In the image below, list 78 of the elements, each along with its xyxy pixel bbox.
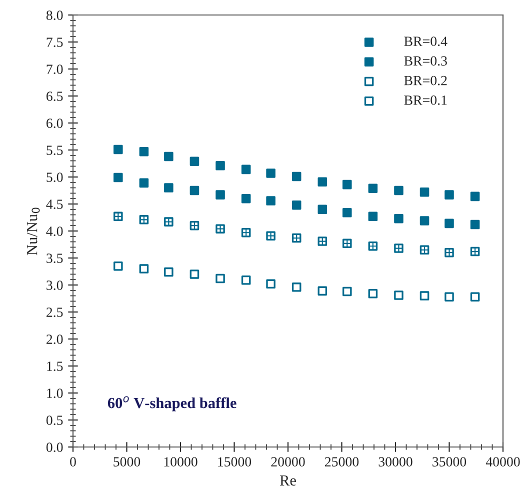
point [139, 178, 149, 188]
y-tick-label: 0.0 [46, 442, 63, 452]
y-tick-label: 6.0 [46, 118, 63, 128]
annotation: 60$^{o}$ V-shaped baffle [108, 396, 236, 412]
point [266, 196, 276, 206]
point [342, 286, 352, 296]
point [420, 187, 430, 197]
point [241, 276, 251, 285]
point [470, 220, 480, 230]
point [470, 292, 480, 302]
y-tick-label: 8.0 [46, 10, 63, 20]
y-tick-label: 4.0 [46, 226, 63, 236]
point [444, 190, 454, 200]
y-tick-label: 1.5 [47, 362, 63, 372]
point [394, 214, 404, 224]
y-tick-label: 1.0 [47, 388, 63, 398]
point [318, 204, 328, 214]
point [266, 168, 276, 178]
y-tick-label: 2.5 [46, 308, 63, 318]
point [266, 279, 276, 289]
point [190, 270, 200, 279]
point [190, 156, 200, 166]
point [420, 291, 430, 300]
point [292, 282, 302, 292]
y-tick-label: 7.5 [46, 38, 63, 48]
x-tick-label: 5000 [114, 457, 140, 466]
point [342, 180, 352, 190]
point [394, 290, 404, 300]
x-tick-label: 35000 [432, 457, 466, 466]
point [216, 190, 225, 200]
point [114, 144, 123, 154]
point [318, 177, 328, 186]
point [114, 172, 123, 182]
y-tick-label: 3.5 [46, 254, 63, 264]
point [470, 192, 480, 202]
point [444, 292, 454, 302]
y-axis-title: Nu/Nu$_{0}$ [27, 208, 40, 256]
x-tick-label: 40000 [486, 457, 520, 466]
y-tick-label: 5.5 [46, 146, 63, 156]
y-tick-label: 6.5 [46, 92, 63, 102]
point [420, 216, 430, 226]
y-tick-label: 7.0 [46, 64, 63, 74]
x-tick-label: 20000 [271, 457, 305, 466]
x-tick-label: 25000 [325, 457, 359, 466]
point [394, 186, 404, 196]
y-tick-label: 3.0 [46, 280, 63, 290]
point [164, 183, 174, 192]
x-tick-label: 30000 [378, 457, 412, 466]
point [342, 208, 352, 218]
point [139, 146, 149, 156]
x-tick-label: 0 [70, 457, 76, 466]
x-tick-label: 15000 [218, 457, 252, 466]
legend-label: BR=0.1 [404, 96, 447, 105]
y-tick-label: 5.0 [46, 172, 63, 182]
point [368, 289, 378, 298]
point [216, 161, 225, 170]
point [444, 218, 454, 228]
point [216, 274, 225, 284]
x-tick-label: 10000 [164, 457, 198, 466]
point [292, 172, 302, 182]
point [368, 212, 378, 222]
point [139, 264, 149, 274]
point [241, 164, 251, 174]
y-tick-label: 2.0 [46, 334, 63, 344]
x-axis-title: Re [280, 475, 296, 486]
point [190, 186, 200, 196]
y-tick-label: 4.5 [46, 200, 63, 210]
legend-label: BR=0.4 [404, 36, 448, 46]
legend-label: BR=0.3 [404, 56, 447, 66]
point [164, 152, 174, 162]
point [114, 261, 123, 271]
point [241, 194, 251, 204]
point [164, 267, 174, 277]
y-tick-label: 0.5 [46, 416, 63, 426]
point [292, 200, 302, 210]
point [318, 286, 328, 296]
point [368, 184, 378, 193]
legend-label: BR=0.2 [404, 76, 447, 86]
